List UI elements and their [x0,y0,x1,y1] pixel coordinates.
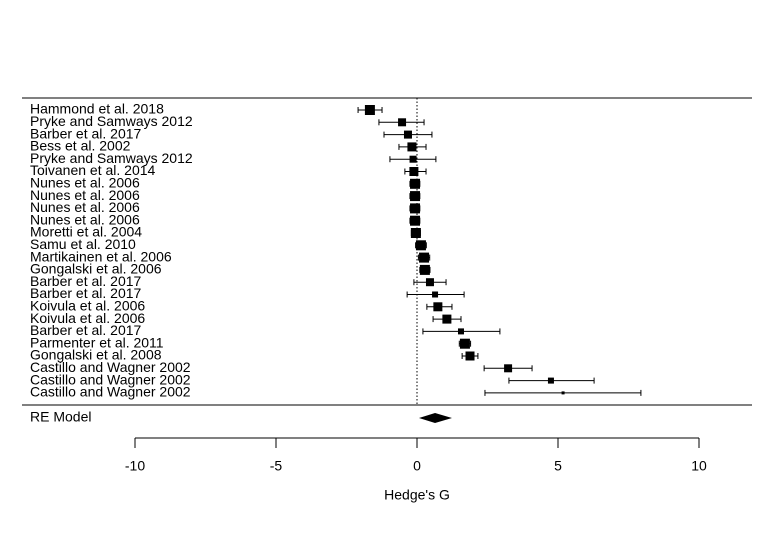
estimate-square [403,130,412,139]
study-label: Pryke and Samways 2012 [30,113,193,129]
study-label: Barber et al. 2017 [30,285,142,301]
estimate-square [432,291,439,298]
estimate-square [415,240,426,251]
estimate-square [465,351,475,361]
study-label: Moretti et al. 2004 [30,224,142,240]
estimate-square [425,278,434,287]
estimate-square [410,178,421,189]
study-label: Nunes et al. 2006 [30,187,140,203]
x-tick-label: 0 [413,458,421,474]
study-label: Gongalski et al. 2008 [30,347,162,363]
study-label: Koivula et al. 2006 [30,310,145,326]
estimate-square [410,215,421,226]
estimate-square [419,264,430,275]
estimate-square [407,142,417,152]
estimate-square [410,228,421,238]
study-label: Hammond et al. 2018 [30,101,164,117]
estimate-square [433,302,443,312]
study-label: Barber et al. 2017 [30,125,142,141]
estimate-square [410,191,421,202]
x-tick-label: 10 [691,458,707,474]
study-label: Toivanen et al. 2014 [30,162,156,178]
estimate-square [398,118,407,127]
estimate-square [442,314,452,324]
estimate-square [457,328,464,335]
study-label: Bess et al. 2002 [30,138,131,154]
study-label: Nunes et al. 2006 [30,175,140,191]
summary-label: RE Model [30,409,91,425]
estimate-square [561,391,565,395]
study-label: Castillo and Wagner 2002 [30,359,191,375]
study-label: Parmenter et al. 2011 [30,334,164,350]
study-label: Castillo and Wagner 2002 [30,371,191,387]
estimate-square [410,203,421,214]
study-label: Samu et al. 2010 [30,236,136,252]
estimate-square [547,377,554,384]
study-label: Koivula et al. 2006 [30,298,145,314]
estimate-square [364,105,375,115]
x-axis-label: Hedge's G [384,487,450,503]
summary-diamond [418,413,452,423]
x-tick-label: 5 [554,458,562,474]
estimate-square [409,155,417,163]
study-label: Gongalski et al. 2006 [30,261,162,277]
x-tick-label: -10 [125,458,145,474]
study-label: Nunes et al. 2006 [30,211,140,227]
estimate-square [504,364,513,373]
study-label: Barber et al. 2017 [30,322,142,338]
study-label: Pryke and Samways 2012 [30,150,193,166]
estimate-square [459,338,470,349]
x-tick-label: -5 [270,458,283,474]
study-label: Castillo and Wagner 2002 [30,384,191,400]
study-label: Martikainen et al. 2006 [30,248,172,264]
study-label: Nunes et al. 2006 [30,199,140,215]
estimate-square [419,252,430,263]
estimate-square [409,167,419,176]
study-label: Barber et al. 2017 [30,273,142,289]
